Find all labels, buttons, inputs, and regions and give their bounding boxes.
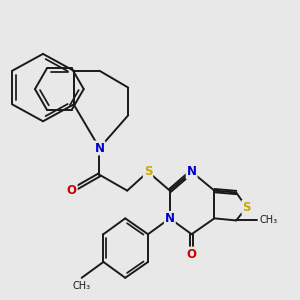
- Text: S: S: [144, 165, 152, 178]
- Text: O: O: [67, 184, 77, 197]
- Text: CH₃: CH₃: [73, 281, 91, 291]
- Text: O: O: [187, 248, 196, 260]
- Text: N: N: [94, 142, 104, 154]
- Text: CH₃: CH₃: [260, 215, 278, 225]
- Text: N: N: [165, 212, 175, 225]
- Text: N: N: [187, 165, 196, 178]
- Text: S: S: [242, 201, 251, 214]
